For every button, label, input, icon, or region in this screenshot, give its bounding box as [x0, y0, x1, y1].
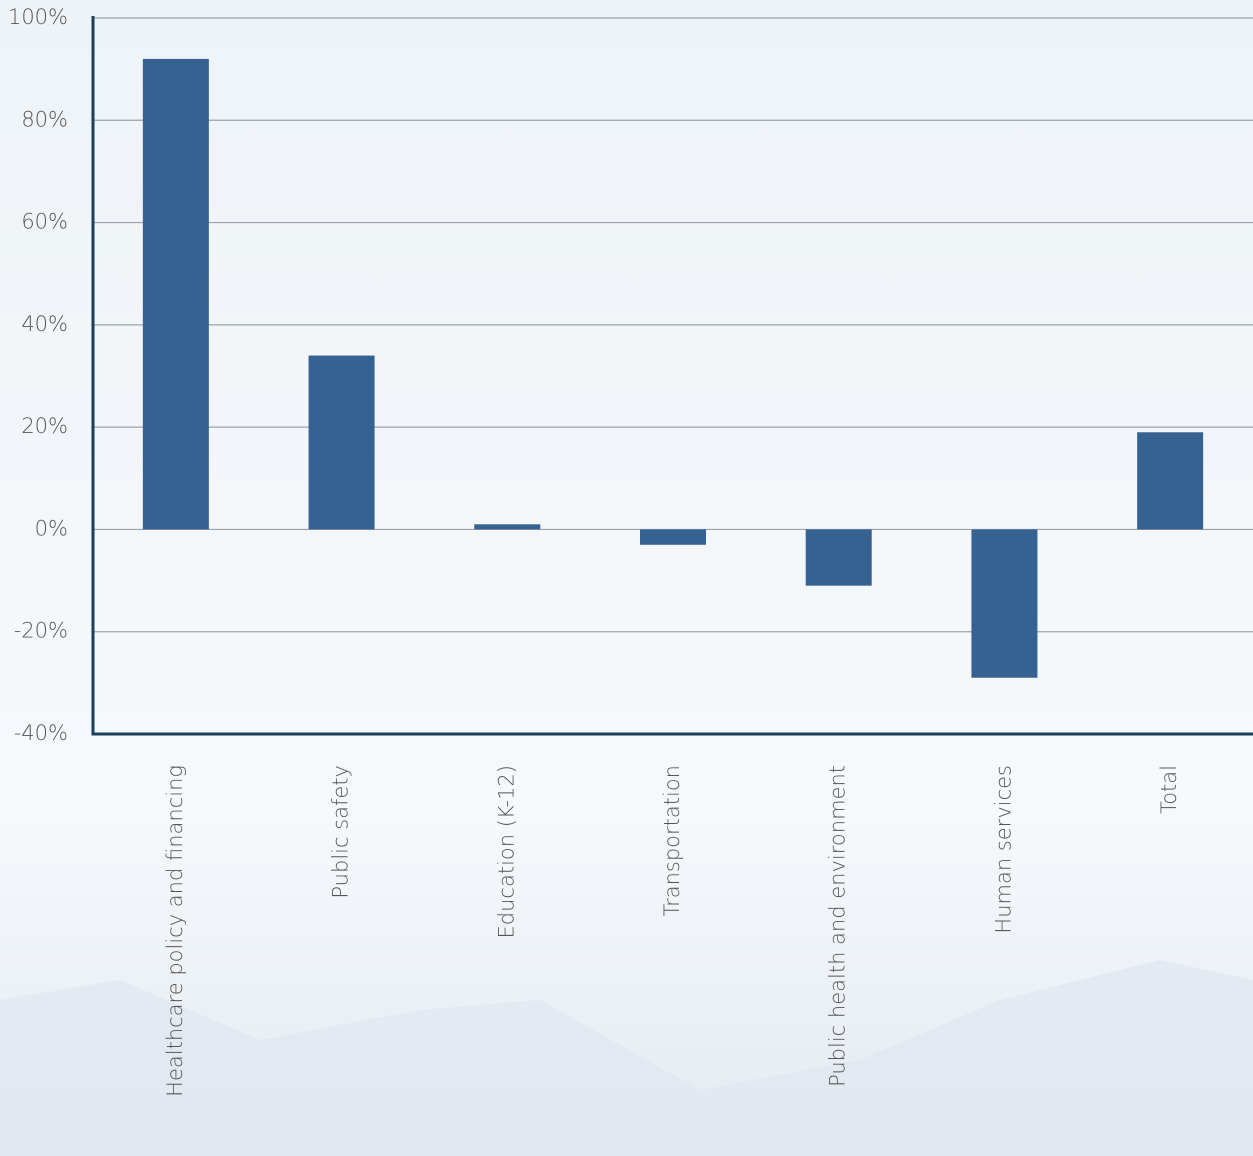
x-tick-label: Public health and environment [826, 765, 850, 1087]
x-tick-label: Public safety [329, 765, 353, 899]
x-tick-label: Healthcare policy and financing [163, 765, 187, 1097]
x-tick-label: Total [1157, 765, 1181, 814]
bar [971, 529, 1038, 678]
y-tick-label: 60% [21, 210, 68, 234]
bar [640, 529, 706, 545]
y-tick-label: -40% [14, 721, 68, 745]
x-tick-label: Human services [991, 765, 1015, 934]
x-tick-label: Education (K-12) [494, 765, 518, 938]
y-tick-label: 80% [21, 107, 68, 131]
bar [1137, 432, 1204, 530]
y-tick-label: -20% [14, 619, 68, 643]
y-tick-label: 20% [21, 414, 68, 438]
y-tick-label: 100% [8, 5, 68, 29]
bar [142, 58, 209, 530]
bar [474, 524, 541, 530]
y-tick-label: 40% [21, 312, 68, 336]
x-tick-label: Transportation [660, 765, 684, 917]
bar [308, 355, 375, 530]
bar [805, 529, 872, 586]
y-tick-label: 0% [35, 516, 68, 540]
mountains [0, 960, 1253, 1156]
